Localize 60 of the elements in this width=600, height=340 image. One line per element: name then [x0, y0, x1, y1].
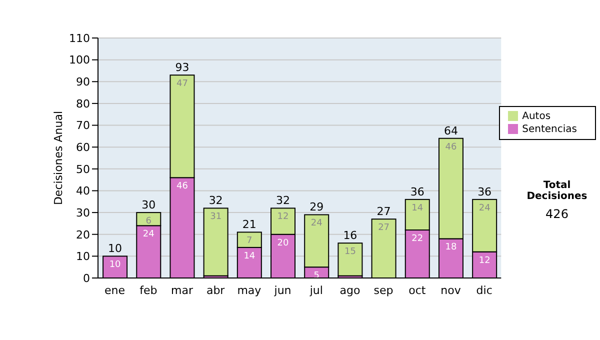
data-label: 10	[109, 260, 122, 270]
x-tick-label: jun	[273, 284, 292, 297]
data-label: 22	[412, 234, 424, 244]
data-label: 20	[277, 238, 290, 248]
total-label: 16	[343, 229, 358, 242]
y-tick-label: 70	[76, 119, 90, 132]
total-label: 27	[376, 205, 391, 218]
x-tick-label: oct	[408, 284, 426, 297]
data-label: 18	[445, 242, 457, 253]
data-label: 14	[244, 251, 256, 262]
x-tick-label: jul	[308, 284, 323, 297]
y-axis-title: Decisiones Anual	[52, 110, 65, 206]
total-label: 30	[142, 198, 156, 212]
y-tick-label: 100	[69, 54, 90, 67]
data-label: 27	[378, 223, 390, 234]
data-label: 24	[310, 218, 323, 229]
x-tick-label: mar	[170, 284, 194, 297]
total-label: 36	[478, 185, 492, 198]
x-tick-label: ene	[104, 284, 126, 297]
y-tick-label: 60	[76, 140, 90, 154]
total-label: 10	[108, 242, 122, 256]
data-label: 12	[277, 212, 289, 222]
legend-label: Sentencias	[522, 124, 577, 135]
data-label: 24	[142, 230, 155, 240]
total-label: 29	[310, 200, 324, 214]
y-tick-label: 30	[76, 206, 90, 220]
y-tick-label: 20	[76, 228, 90, 242]
total-label: 21	[242, 218, 256, 232]
total-label: 64	[444, 124, 458, 138]
data-label: 46	[445, 142, 457, 152]
total-label: 93	[175, 61, 190, 74]
data-label: 14	[412, 203, 424, 214]
x-tick-label: sep	[374, 284, 394, 297]
data-label: 12	[478, 256, 490, 266]
total-label: 36	[410, 185, 424, 198]
data-label: 47	[176, 79, 188, 90]
y-tick-label: 40	[76, 184, 90, 198]
data-label: 31	[210, 212, 222, 222]
data-label: 46	[176, 182, 188, 192]
x-tick-label: may	[237, 284, 262, 297]
x-tick-label: abr	[206, 284, 226, 297]
y-tick-label: 0	[83, 272, 90, 285]
data-label: 15	[344, 247, 356, 258]
x-tick-label: dic	[476, 284, 492, 297]
total-label: 32	[208, 194, 223, 208]
text: Total Decisiones	[526, 180, 588, 202]
text: 426	[544, 207, 570, 221]
legend-label: Autos	[522, 111, 551, 122]
y-tick-label: 50	[76, 162, 90, 176]
total-label: 32	[276, 194, 290, 208]
x-tick-label: ago	[340, 284, 360, 297]
y-tick-label: 90	[76, 76, 90, 89]
data-label: 24	[478, 203, 491, 214]
y-tick-label: 10	[76, 250, 90, 264]
data-label: 6	[146, 216, 152, 227]
data-label: 7	[246, 236, 252, 246]
y-tick-label: 80	[76, 97, 90, 110]
x-tick-label: feb	[140, 284, 158, 297]
x-tick-label: nov	[440, 284, 462, 297]
y-tick-label: 110	[69, 32, 90, 45]
